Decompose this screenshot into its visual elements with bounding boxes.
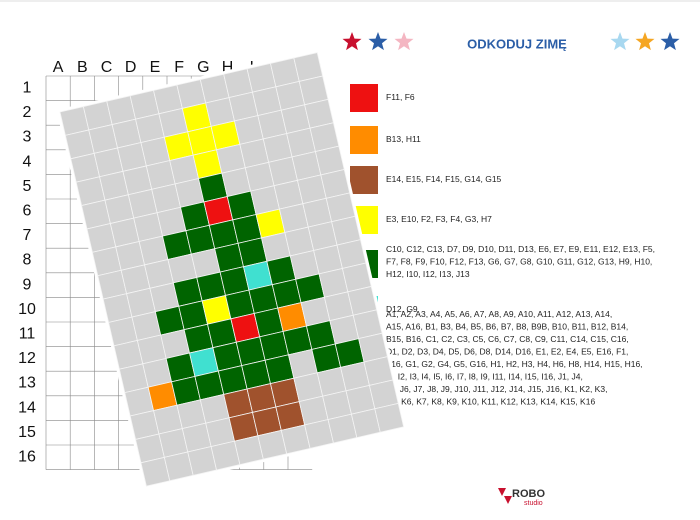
star — [610, 32, 630, 51]
legend-text: E14, E15, F14, F15, G14, G15 — [386, 174, 502, 184]
star — [368, 32, 388, 51]
column-label: H — [222, 59, 234, 76]
logo-sub: studio — [524, 500, 543, 507]
row-label: 16 — [18, 449, 36, 466]
row-label: 11 — [19, 326, 36, 343]
star — [394, 32, 414, 51]
row-label: 5 — [23, 178, 32, 195]
row-label: 3 — [23, 129, 32, 146]
logo-brand: ROBO — [512, 488, 545, 500]
column-label: F — [174, 59, 184, 76]
column-label: C — [101, 59, 113, 76]
row-label: 10 — [18, 301, 36, 318]
legend-text: B13, H11 — [386, 134, 421, 144]
legend-text: E3, E10, F2, F3, F4, G3, H7 — [386, 214, 492, 224]
star — [660, 32, 680, 51]
tree-sheet — [56, 49, 408, 490]
legend-swatch — [350, 166, 378, 194]
column-label: D — [125, 59, 137, 76]
row-label: 15 — [18, 424, 36, 441]
logo-icon — [498, 488, 512, 504]
legend-text: A1, A2, A3, A4, A5, A6, A7, A8, A9, A10,… — [386, 309, 643, 407]
row-label: 6 — [23, 203, 32, 220]
row-label: 13 — [18, 375, 36, 392]
star — [635, 32, 655, 51]
column-label: A — [53, 59, 64, 76]
column-label: E — [150, 59, 161, 76]
legend-swatch — [350, 126, 378, 154]
legend-swatch — [350, 84, 378, 112]
column-label: B — [77, 59, 88, 76]
star — [342, 32, 362, 51]
pixel-cell — [374, 402, 405, 433]
row-label: 8 — [23, 252, 32, 269]
logo: ROBO studio — [498, 488, 545, 507]
legend-text: C10, C12, C13, D7, D9, D10, D11, D13, E6… — [386, 244, 655, 279]
row-label: 4 — [23, 153, 32, 170]
stars — [342, 32, 680, 51]
title: ODKODUJ ZIMĘ — [467, 36, 567, 51]
column-label: G — [197, 59, 209, 76]
row-label: 14 — [18, 399, 36, 416]
row-label: 2 — [23, 104, 32, 121]
row-label: 12 — [18, 350, 36, 367]
row-label: 7 — [23, 227, 32, 244]
row-label: 9 — [23, 276, 32, 293]
legend-text: F11, F6 — [386, 92, 415, 102]
legend-text: D12, G9 — [386, 304, 418, 314]
row-label: 1 — [23, 80, 32, 97]
